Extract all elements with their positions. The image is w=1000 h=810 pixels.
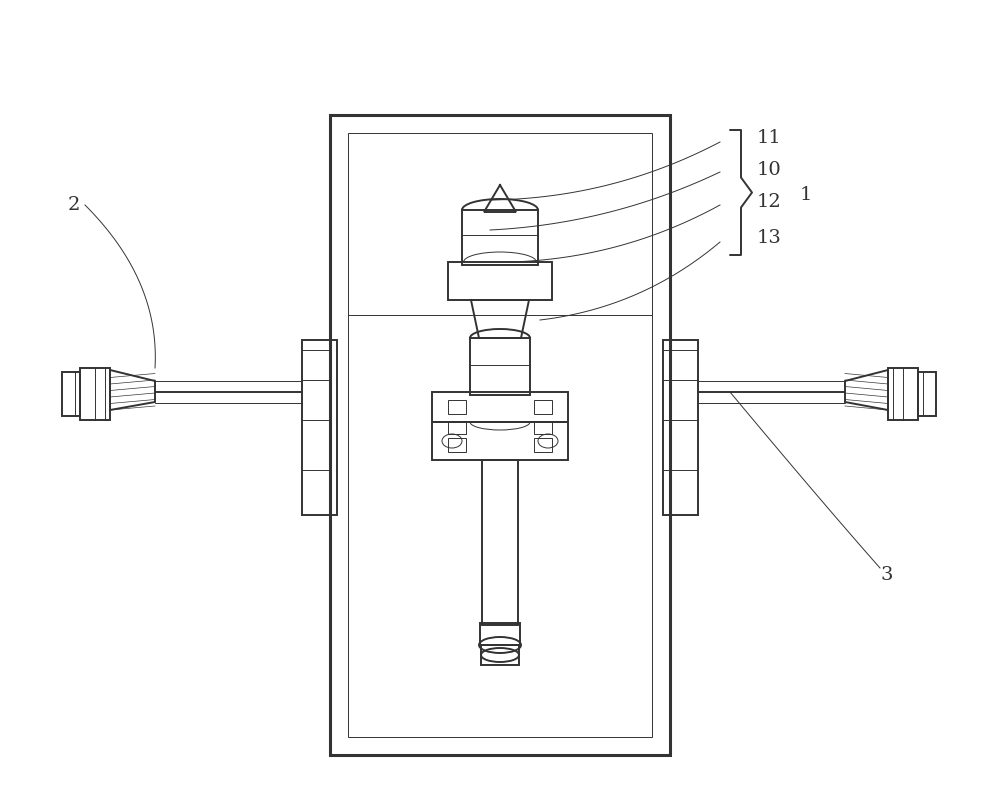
Text: 2: 2 [68,196,80,214]
Bar [432,422,568,460]
Bar [481,645,519,665]
Text: 1: 1 [800,186,812,204]
Bar [534,438,552,452]
Bar [470,338,530,395]
Bar [448,422,466,434]
Bar [62,372,80,416]
Bar [448,400,466,414]
Bar [663,340,698,515]
Bar [448,262,552,300]
Bar [302,340,337,515]
Bar [482,460,518,625]
Bar [534,400,552,414]
Text: 3: 3 [880,566,893,584]
Bar [480,623,520,645]
Bar [432,392,568,422]
Bar [534,422,552,434]
Bar [462,210,538,265]
Text: 12: 12 [757,193,782,211]
Bar [80,368,110,420]
Bar [448,438,466,452]
Bar [888,368,918,420]
Text: 13: 13 [757,229,782,247]
Bar [330,115,670,755]
Bar [348,133,652,737]
Text: 10: 10 [757,161,782,179]
Bar [918,372,936,416]
Text: 11: 11 [757,129,782,147]
